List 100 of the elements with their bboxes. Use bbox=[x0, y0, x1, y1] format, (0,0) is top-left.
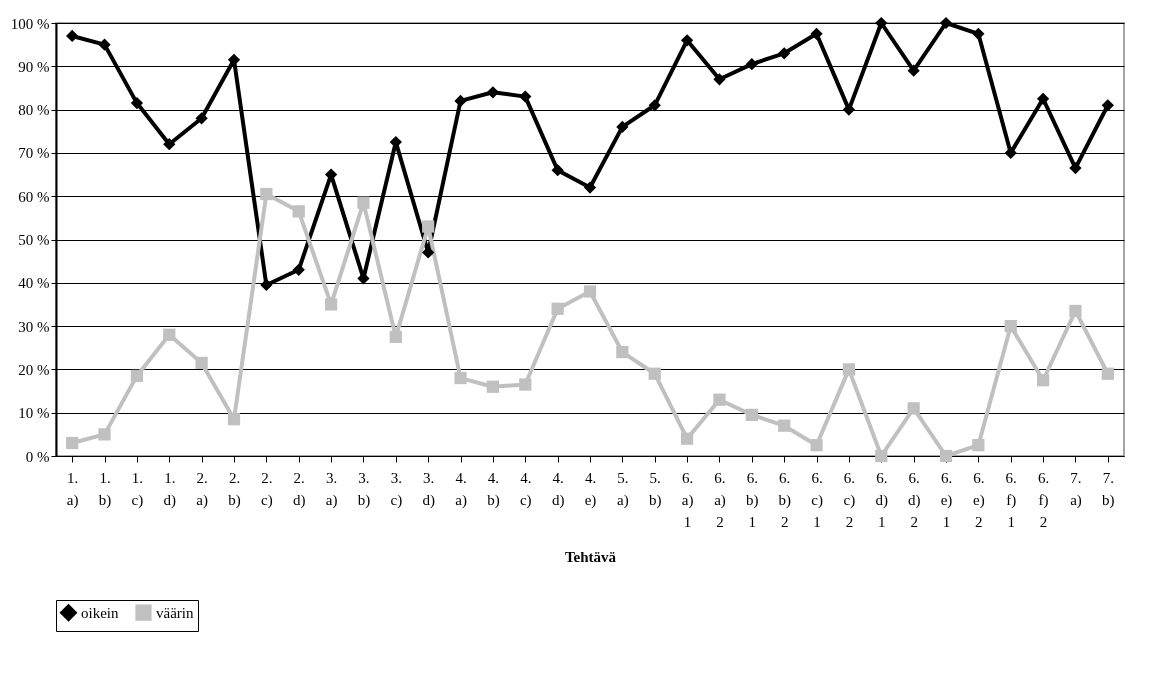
point bbox=[454, 371, 467, 385]
x-tick-label: 1. c) bbox=[131, 469, 144, 509]
point bbox=[745, 58, 758, 71]
x-tick-label: 4. a) bbox=[455, 469, 467, 509]
point bbox=[292, 263, 305, 276]
point bbox=[713, 73, 726, 86]
x-tick-label: 6. a) 1 bbox=[681, 469, 694, 530]
point bbox=[130, 96, 144, 110]
point bbox=[486, 380, 500, 393]
point bbox=[163, 328, 176, 341]
point bbox=[519, 90, 532, 103]
x-tick-label: 6. e) 1 bbox=[940, 469, 953, 530]
point bbox=[486, 86, 500, 99]
point bbox=[551, 164, 564, 177]
point bbox=[583, 285, 597, 298]
point bbox=[227, 53, 241, 66]
x-tick-label: 6. c) 2 bbox=[843, 469, 856, 530]
x-tick-label: 5. a) bbox=[617, 469, 629, 509]
x-tick-label: 6. a) 2 bbox=[714, 469, 726, 530]
point bbox=[939, 16, 953, 30]
x-tick-label: 1. a) bbox=[66, 469, 79, 509]
y-tick-label: 60 % bbox=[18, 188, 50, 205]
point bbox=[260, 187, 273, 201]
x-tick-label: 6. e) 2 bbox=[973, 469, 985, 530]
x-tick-label: 2. c) bbox=[261, 469, 273, 509]
x-tick-label: 2. d) bbox=[292, 469, 306, 509]
point bbox=[163, 138, 176, 151]
y-tick-label: 40 % bbox=[18, 275, 50, 292]
y-tick-label: 100 % bbox=[10, 15, 50, 32]
x-tick-label: 6. d) 2 bbox=[907, 469, 921, 530]
x-tick-label: 5. b) bbox=[648, 469, 662, 509]
point bbox=[1004, 146, 1017, 160]
point bbox=[1069, 304, 1082, 318]
point bbox=[972, 439, 985, 452]
point bbox=[713, 393, 726, 406]
point bbox=[551, 302, 564, 315]
x-tick-label: 2. a) bbox=[196, 469, 208, 509]
legend-label: väärin bbox=[156, 604, 194, 621]
x-tick-label: 3. a) bbox=[325, 469, 338, 509]
point bbox=[227, 413, 241, 426]
y-tick-label: 70 % bbox=[18, 145, 50, 162]
y-tick-label: 0 % bbox=[25, 448, 50, 465]
point bbox=[195, 112, 208, 125]
x-tick-label: 1. d) bbox=[163, 469, 177, 509]
point bbox=[583, 181, 597, 194]
x-tick-label: 4. e) bbox=[584, 469, 597, 509]
point bbox=[1069, 161, 1082, 175]
point bbox=[1101, 367, 1114, 380]
x-axis-title: Tehtävä bbox=[564, 548, 617, 565]
x-tick-label: 7. b) bbox=[1102, 469, 1115, 509]
point bbox=[648, 367, 661, 380]
point bbox=[66, 436, 79, 450]
point bbox=[842, 363, 856, 376]
point bbox=[939, 449, 953, 463]
y-tick-label: 80 % bbox=[18, 102, 50, 119]
point bbox=[616, 345, 629, 359]
point bbox=[324, 298, 338, 311]
point bbox=[648, 99, 661, 112]
y-tick-label: 90 % bbox=[18, 58, 50, 75]
y-tick-label: 10 % bbox=[18, 405, 50, 422]
y-tick-label: 30 % bbox=[18, 318, 50, 335]
point bbox=[195, 356, 208, 370]
point bbox=[875, 449, 888, 463]
point bbox=[1036, 92, 1050, 105]
point bbox=[66, 29, 79, 43]
point bbox=[130, 369, 144, 383]
x-tick-label: 3. d) bbox=[422, 469, 435, 509]
point bbox=[875, 16, 888, 30]
point bbox=[778, 419, 791, 432]
x-tick-label: 7. a) bbox=[1070, 469, 1082, 509]
point bbox=[292, 205, 305, 218]
point bbox=[98, 428, 111, 441]
x-tick-label: 1. b) bbox=[98, 469, 112, 509]
x-tick-label: 6. c) 1 bbox=[811, 469, 823, 530]
legend-label: oikein bbox=[81, 604, 119, 621]
point bbox=[519, 378, 532, 391]
point bbox=[1004, 319, 1017, 333]
y-tick-label: 50 % bbox=[18, 232, 50, 248]
x-tick-label: 4. d) bbox=[551, 469, 565, 509]
point bbox=[1036, 374, 1050, 387]
point bbox=[842, 103, 856, 116]
y-tick-label: 20 % bbox=[18, 361, 50, 378]
point bbox=[389, 330, 402, 344]
x-tick-label: 3. b) bbox=[357, 469, 371, 509]
point bbox=[745, 408, 758, 421]
x-tick-label: 4. b) bbox=[487, 469, 500, 509]
point bbox=[907, 402, 920, 415]
x-tick-label: 3. c) bbox=[390, 469, 403, 509]
point bbox=[616, 120, 629, 134]
point bbox=[972, 27, 985, 40]
point bbox=[1101, 99, 1114, 112]
x-tick-label: 6. f) 1 bbox=[1005, 469, 1017, 530]
point bbox=[422, 220, 435, 233]
point bbox=[680, 432, 694, 445]
point bbox=[454, 94, 467, 108]
x-tick-label: 6. b) 2 bbox=[778, 469, 791, 530]
point bbox=[260, 278, 273, 292]
point bbox=[810, 27, 823, 40]
x-tick-label: 6. b) 1 bbox=[746, 469, 759, 530]
x-tick-label: 6. d) 1 bbox=[875, 469, 889, 530]
